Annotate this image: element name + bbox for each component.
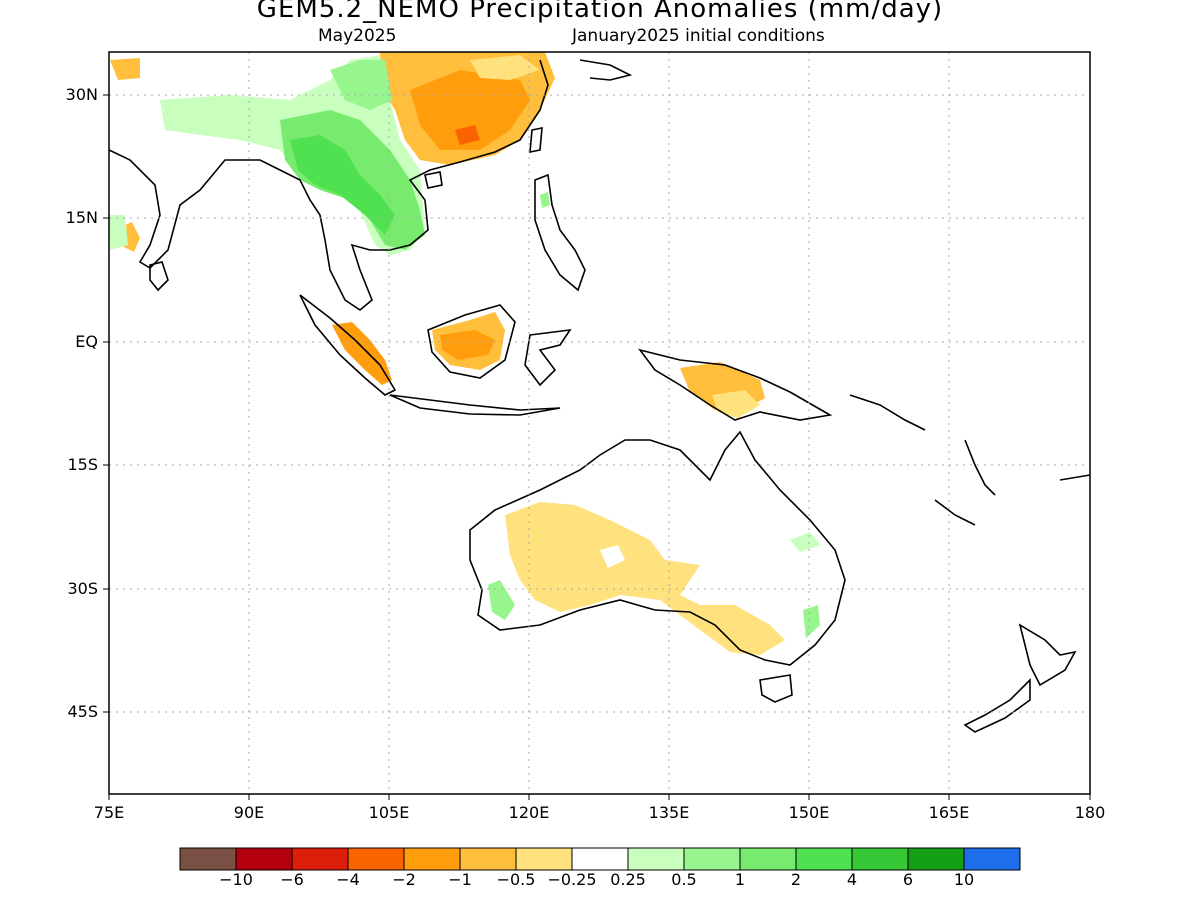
lon-label-105e: 105E (368, 803, 410, 822)
anomaly-india-north-dry (110, 58, 140, 80)
coast-vanuatu-fiji (964, 439, 1090, 496)
lon-label-135e: 135E (648, 803, 690, 822)
coast-new-zealand-south (963, 678, 1031, 733)
colorbar-label-13: 10 (953, 870, 975, 889)
coastlines (109, 59, 1090, 733)
chart-title: GEM5.2_NEMO Precipitation Anomalies (mm/… (256, 0, 944, 24)
anomaly-india-wet (109, 215, 128, 250)
lon-label-150e: 150E (788, 803, 830, 822)
colorbar-swatch-12 (851, 847, 909, 871)
coast-sulawesi (524, 328, 572, 387)
coast-japan (579, 59, 633, 81)
plot-frame (108, 51, 1091, 795)
coast-taiwan (529, 127, 543, 153)
colorbar-label-3: −2 (392, 870, 416, 889)
axis-ticks (103, 94, 1091, 800)
lon-label-75e: 75E (93, 803, 125, 822)
lat-label-30s: 30S (67, 579, 98, 598)
coast-asia-mainland (109, 59, 549, 311)
lon-label-165e: 165E (928, 803, 970, 822)
colorbar-swatch-0 (179, 847, 237, 871)
anomaly-myanmar-wet-core (290, 135, 395, 235)
coast-sumatra (299, 294, 397, 396)
anomaly-se-australia-wet (803, 605, 820, 638)
lat-label-eq: EQ (75, 332, 98, 351)
lat-label-45s: 45S (67, 702, 98, 721)
anomaly-borneo-dry-core (440, 330, 495, 360)
anomaly-e-australia-wet (790, 532, 820, 552)
colorbar (179, 847, 1021, 871)
colorbar-label-9: 1 (734, 870, 746, 889)
coast-australia (469, 430, 846, 666)
colorbar-swatch-9 (683, 847, 741, 871)
colorbar-swatch-1 (235, 847, 293, 871)
lat-label-15n: 15N (65, 208, 98, 227)
colorbar-label-11: 4 (846, 870, 858, 889)
anomaly-south-china-dry-peak (455, 125, 480, 145)
lon-label-120e: 120E (508, 803, 550, 822)
colorbar-swatch-3 (347, 847, 405, 871)
colorbar-label-7: 0.25 (610, 870, 646, 889)
anomaly-australia-dry-hole (600, 545, 625, 568)
anomaly-china-coast-dry (470, 55, 540, 80)
colorbar-swatch-14 (963, 847, 1021, 871)
anomaly-shading (109, 52, 820, 655)
anomaly-south-china-dry-core (410, 70, 530, 150)
lon-label-180: 180 (1074, 803, 1106, 822)
colorbar-swatch-6 (515, 847, 573, 871)
colorbar-label-1: −6 (280, 870, 304, 889)
coast-new-caledonia (934, 499, 976, 526)
anomaly-sumatra-dry (332, 322, 392, 385)
coast-new-guinea (638, 348, 833, 421)
anomaly-philippines-wet (540, 192, 550, 208)
colorbar-swatch-7 (571, 847, 629, 871)
colorbar-label-10: 2 (790, 870, 802, 889)
colorbar-label-4: −1 (448, 870, 472, 889)
coast-java (389, 394, 561, 416)
colorbar-swatch-10 (739, 847, 797, 871)
coast-tasmania (759, 674, 793, 703)
colorbar-label-5: −0.5 (496, 870, 536, 889)
colorbar-label-8: 0.5 (671, 870, 697, 889)
lon-label-90e: 90E (233, 803, 265, 822)
colorbar-swatch-2 (291, 847, 349, 871)
anomaly-new-guinea-dry-east (712, 390, 760, 418)
colorbar-swatch-8 (627, 847, 685, 871)
colorbar-label-2: −4 (336, 870, 360, 889)
colorbar-label-12: 6 (902, 870, 914, 889)
anomaly-tibet-wet (330, 60, 392, 110)
colorbar-swatch-5 (459, 847, 517, 871)
colorbar-label-6: −0.25 (547, 870, 597, 889)
coast-sri-lanka (149, 261, 169, 292)
initial-conditions: January2025 initial conditions (572, 26, 825, 46)
coast-new-zealand-north (1018, 623, 1077, 687)
coast-solomon-islands (849, 394, 926, 431)
coast-borneo (427, 304, 516, 379)
colorbar-swatch-11 (795, 847, 853, 871)
gridlines (109, 52, 1090, 794)
lat-label-15s: 15S (67, 455, 98, 474)
colorbar-swatch-4 (403, 847, 461, 871)
coast-philippines (534, 173, 586, 292)
forecast-month: May2025 (318, 26, 397, 46)
anomaly-australia-dry (505, 502, 785, 655)
lat-label-30n: 30N (65, 85, 98, 104)
coast-hainan (424, 171, 443, 189)
colorbar-swatch-13 (907, 847, 965, 871)
colorbar-label-0: −10 (219, 870, 253, 889)
anomaly-sw-australia-wet (488, 580, 515, 620)
